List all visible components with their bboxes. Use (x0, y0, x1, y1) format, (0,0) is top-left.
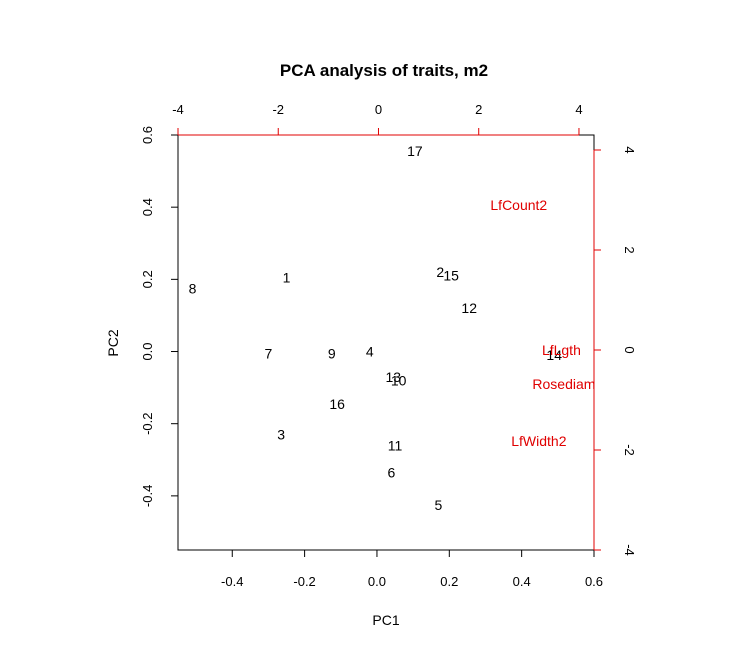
variable-label: LfLgth (542, 342, 581, 358)
x-tick-label: -0.2 (293, 574, 315, 589)
point-label: 14 (546, 347, 562, 363)
y-axis-label: PC2 (105, 329, 121, 356)
point-label: 2 (436, 264, 444, 280)
variable-loadings: LfCount2 LfLgth Rosediam LfWidth2 (490, 197, 595, 449)
point-label: 11 (388, 437, 403, 453)
x-tick-label: 0.2 (440, 574, 458, 589)
top-tick-label: 2 (475, 102, 482, 117)
y-axis-left: -0.4 -0.2 0.0 0.2 0.4 0.6 (140, 126, 179, 507)
x-axis-top: -4 -2 0 2 4 (172, 102, 583, 136)
point-label: 9 (328, 345, 336, 361)
point-label: 10 (391, 372, 407, 388)
right-tick-label: 0 (622, 346, 637, 353)
x-tick-label: 0.4 (513, 574, 531, 589)
y-axis-right: -4 -2 0 2 4 (593, 146, 637, 556)
y-tick-label: 0.2 (140, 270, 155, 288)
point-label: 5 (435, 497, 443, 513)
y-tick-label: -0.2 (140, 412, 155, 434)
y-tick-label: 0.6 (140, 126, 155, 144)
point-label: 17 (407, 143, 423, 159)
x-tick-label: 0.0 (368, 574, 386, 589)
point-label: 1 (283, 270, 291, 286)
right-tick-label: 4 (622, 146, 637, 153)
point-label: 3 (277, 427, 285, 443)
top-tick-label: 0 (375, 102, 382, 117)
x-axis-bottom: -0.4 -0.2 0.0 0.2 0.4 0.6 (221, 549, 603, 589)
y-tick-label: 0.0 (140, 342, 155, 360)
point-label: 16 (329, 396, 345, 412)
variable-label: Rosediam (532, 376, 595, 392)
top-tick-label: -2 (272, 102, 284, 117)
y-tick-label: 0.4 (140, 198, 155, 216)
top-tick-label: -4 (172, 102, 184, 117)
right-tick-label: -2 (622, 444, 637, 456)
point-label: 4 (366, 344, 374, 360)
top-tick-label: 4 (575, 102, 582, 117)
x-tick-label: 0.6 (585, 574, 603, 589)
variable-label: LfCount2 (490, 197, 547, 213)
x-axis-label: PC1 (372, 612, 399, 628)
variable-label: LfWidth2 (511, 433, 566, 449)
point-label: 12 (461, 300, 477, 316)
point-label: 7 (265, 345, 273, 361)
y-tick-label: -0.4 (140, 485, 155, 507)
point-label: 6 (388, 464, 396, 480)
point-label: 13 (385, 369, 401, 385)
point-label: 15 (443, 268, 459, 284)
right-tick-label: 2 (622, 246, 637, 253)
chart-title: PCA analysis of traits, m2 (280, 61, 488, 80)
x-tick-label: -0.4 (221, 574, 243, 589)
point-label: 8 (189, 280, 197, 296)
right-tick-label: -4 (622, 544, 637, 556)
